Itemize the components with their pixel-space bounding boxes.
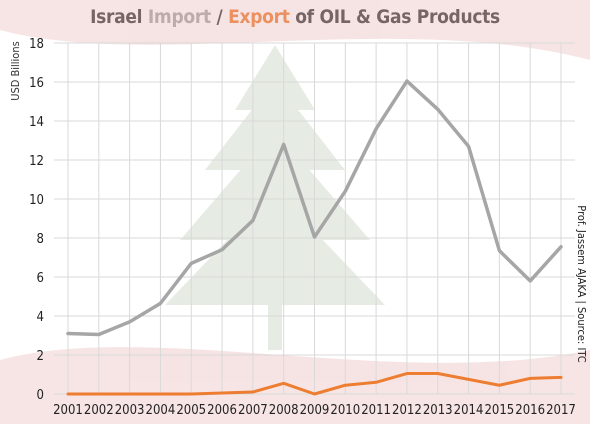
title-part-import: Import [148,6,211,28]
x-tick-label: 2006 [207,403,237,418]
flag-stripe-bottom [0,347,590,424]
y-tick-label: 10 [29,193,44,208]
source-credit: Prof. Jassem AJAKA | Source: ITC [575,205,588,362]
x-tick-label: 2016 [515,403,545,418]
x-tick-label: 2014 [454,403,484,418]
title-part-slash: / [211,6,228,28]
y-tick-label: 12 [29,154,44,169]
title-part-1: Israel [90,6,148,28]
y-tick-label: 6 [37,271,44,286]
x-tick-label: 2003 [115,403,145,418]
x-tick-label: 2009 [300,403,330,418]
y-tick-label: 8 [37,232,44,247]
chart-title: Israel Import / Export of OIL & Gas Prod… [0,6,590,28]
x-tick-label: 2001 [53,403,83,418]
x-tick-label: 2015 [484,403,514,418]
series-line-import [66,79,563,337]
gridlines [54,42,575,395]
x-tick-label: 2005 [176,403,206,418]
y-tick-label: 0 [37,388,44,403]
y-tick-label: 14 [29,115,44,130]
x-tick-label: 2017 [546,403,576,418]
x-tick-label: 2002 [84,403,114,418]
cedar-tree-icon [165,45,385,350]
series-lines [66,79,563,396]
flag-stripe-top [0,0,590,60]
x-tick-label: 2013 [423,403,453,418]
x-tick-label: 2012 [392,403,422,418]
x-tick-label: 2004 [146,403,176,418]
x-tick-label: 2010 [330,403,360,418]
y-tick-label: 18 [29,37,44,52]
x-tick-label: 2007 [238,403,268,418]
y-tick-label: 16 [29,76,44,91]
y-axis-label: USD Billions [9,41,22,101]
y-tick-label: 2 [37,349,44,364]
x-tick-label: 2011 [361,403,391,418]
x-tick-label: 2008 [269,403,299,418]
title-part-export: Export [228,6,290,28]
title-part-rest: of OIL & Gas Products [290,6,500,28]
y-tick-label: 4 [37,310,44,325]
series-line-export [66,372,563,396]
